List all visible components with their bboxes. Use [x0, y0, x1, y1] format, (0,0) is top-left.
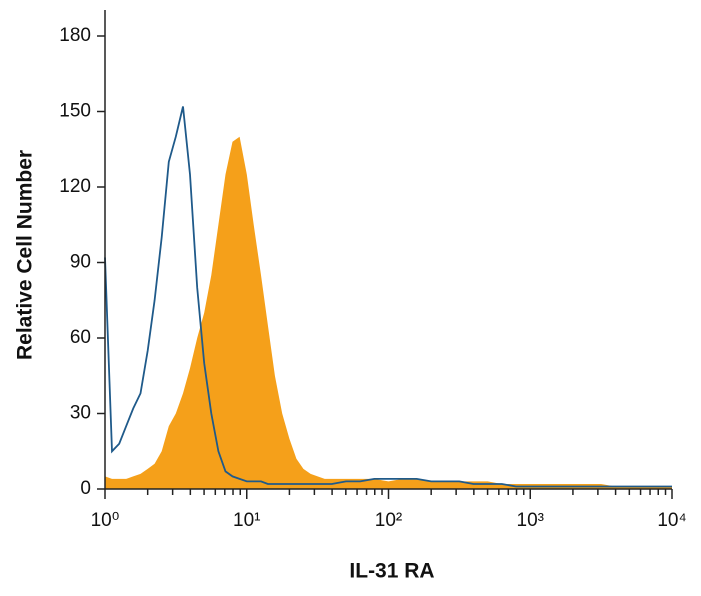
- y-tick-label: 150: [59, 101, 91, 122]
- histogram-line: [104, 106, 672, 488]
- x-tick-label: 10⁰: [91, 510, 120, 531]
- y-tick-label: 90: [70, 252, 91, 273]
- x-tick-label: 10²: [375, 510, 402, 531]
- y-tick-label: 0: [80, 478, 91, 499]
- y-tick-label: 120: [59, 176, 91, 197]
- y-tick-label: 30: [70, 403, 91, 424]
- y-axis-label: Relative Cell Number: [14, 150, 37, 360]
- x-tick-label: 10¹: [233, 510, 260, 531]
- x-tick-label: 10³: [517, 510, 544, 531]
- histogram-area: [105, 136, 672, 489]
- y-tick-label: 180: [59, 25, 91, 46]
- x-axis-label: IL-31 RA: [349, 560, 434, 583]
- y-tick-label: 60: [70, 327, 91, 348]
- x-tick-label: 10⁴: [657, 510, 686, 531]
